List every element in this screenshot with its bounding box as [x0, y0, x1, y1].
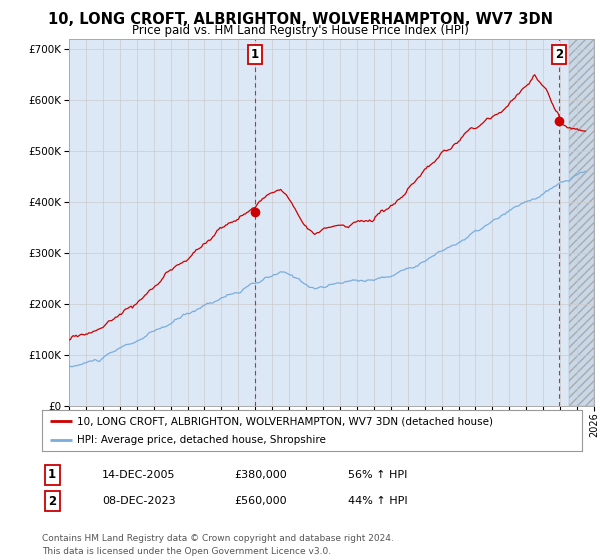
Text: 10, LONG CROFT, ALBRIGHTON, WOLVERHAMPTON, WV7 3DN (detached house): 10, LONG CROFT, ALBRIGHTON, WOLVERHAMPTO…: [77, 417, 493, 426]
Text: 56% ↑ HPI: 56% ↑ HPI: [348, 470, 407, 480]
Text: 1: 1: [251, 48, 259, 62]
Text: HPI: Average price, detached house, Shropshire: HPI: Average price, detached house, Shro…: [77, 435, 326, 445]
Text: 08-DEC-2023: 08-DEC-2023: [102, 496, 176, 506]
Bar: [569, 39, 594, 406]
Bar: [569, 39, 594, 406]
Text: 1: 1: [48, 468, 56, 482]
Text: 2: 2: [48, 494, 56, 508]
Text: Price paid vs. HM Land Registry's House Price Index (HPI): Price paid vs. HM Land Registry's House …: [131, 24, 469, 36]
Text: £560,000: £560,000: [234, 496, 287, 506]
Text: £380,000: £380,000: [234, 470, 287, 480]
Text: 2: 2: [555, 48, 563, 62]
Text: Contains HM Land Registry data © Crown copyright and database right 2024.
This d: Contains HM Land Registry data © Crown c…: [42, 534, 394, 556]
Text: 10, LONG CROFT, ALBRIGHTON, WOLVERHAMPTON, WV7 3DN: 10, LONG CROFT, ALBRIGHTON, WOLVERHAMPTO…: [47, 12, 553, 27]
Text: 14-DEC-2005: 14-DEC-2005: [102, 470, 176, 480]
Text: 44% ↑ HPI: 44% ↑ HPI: [348, 496, 407, 506]
